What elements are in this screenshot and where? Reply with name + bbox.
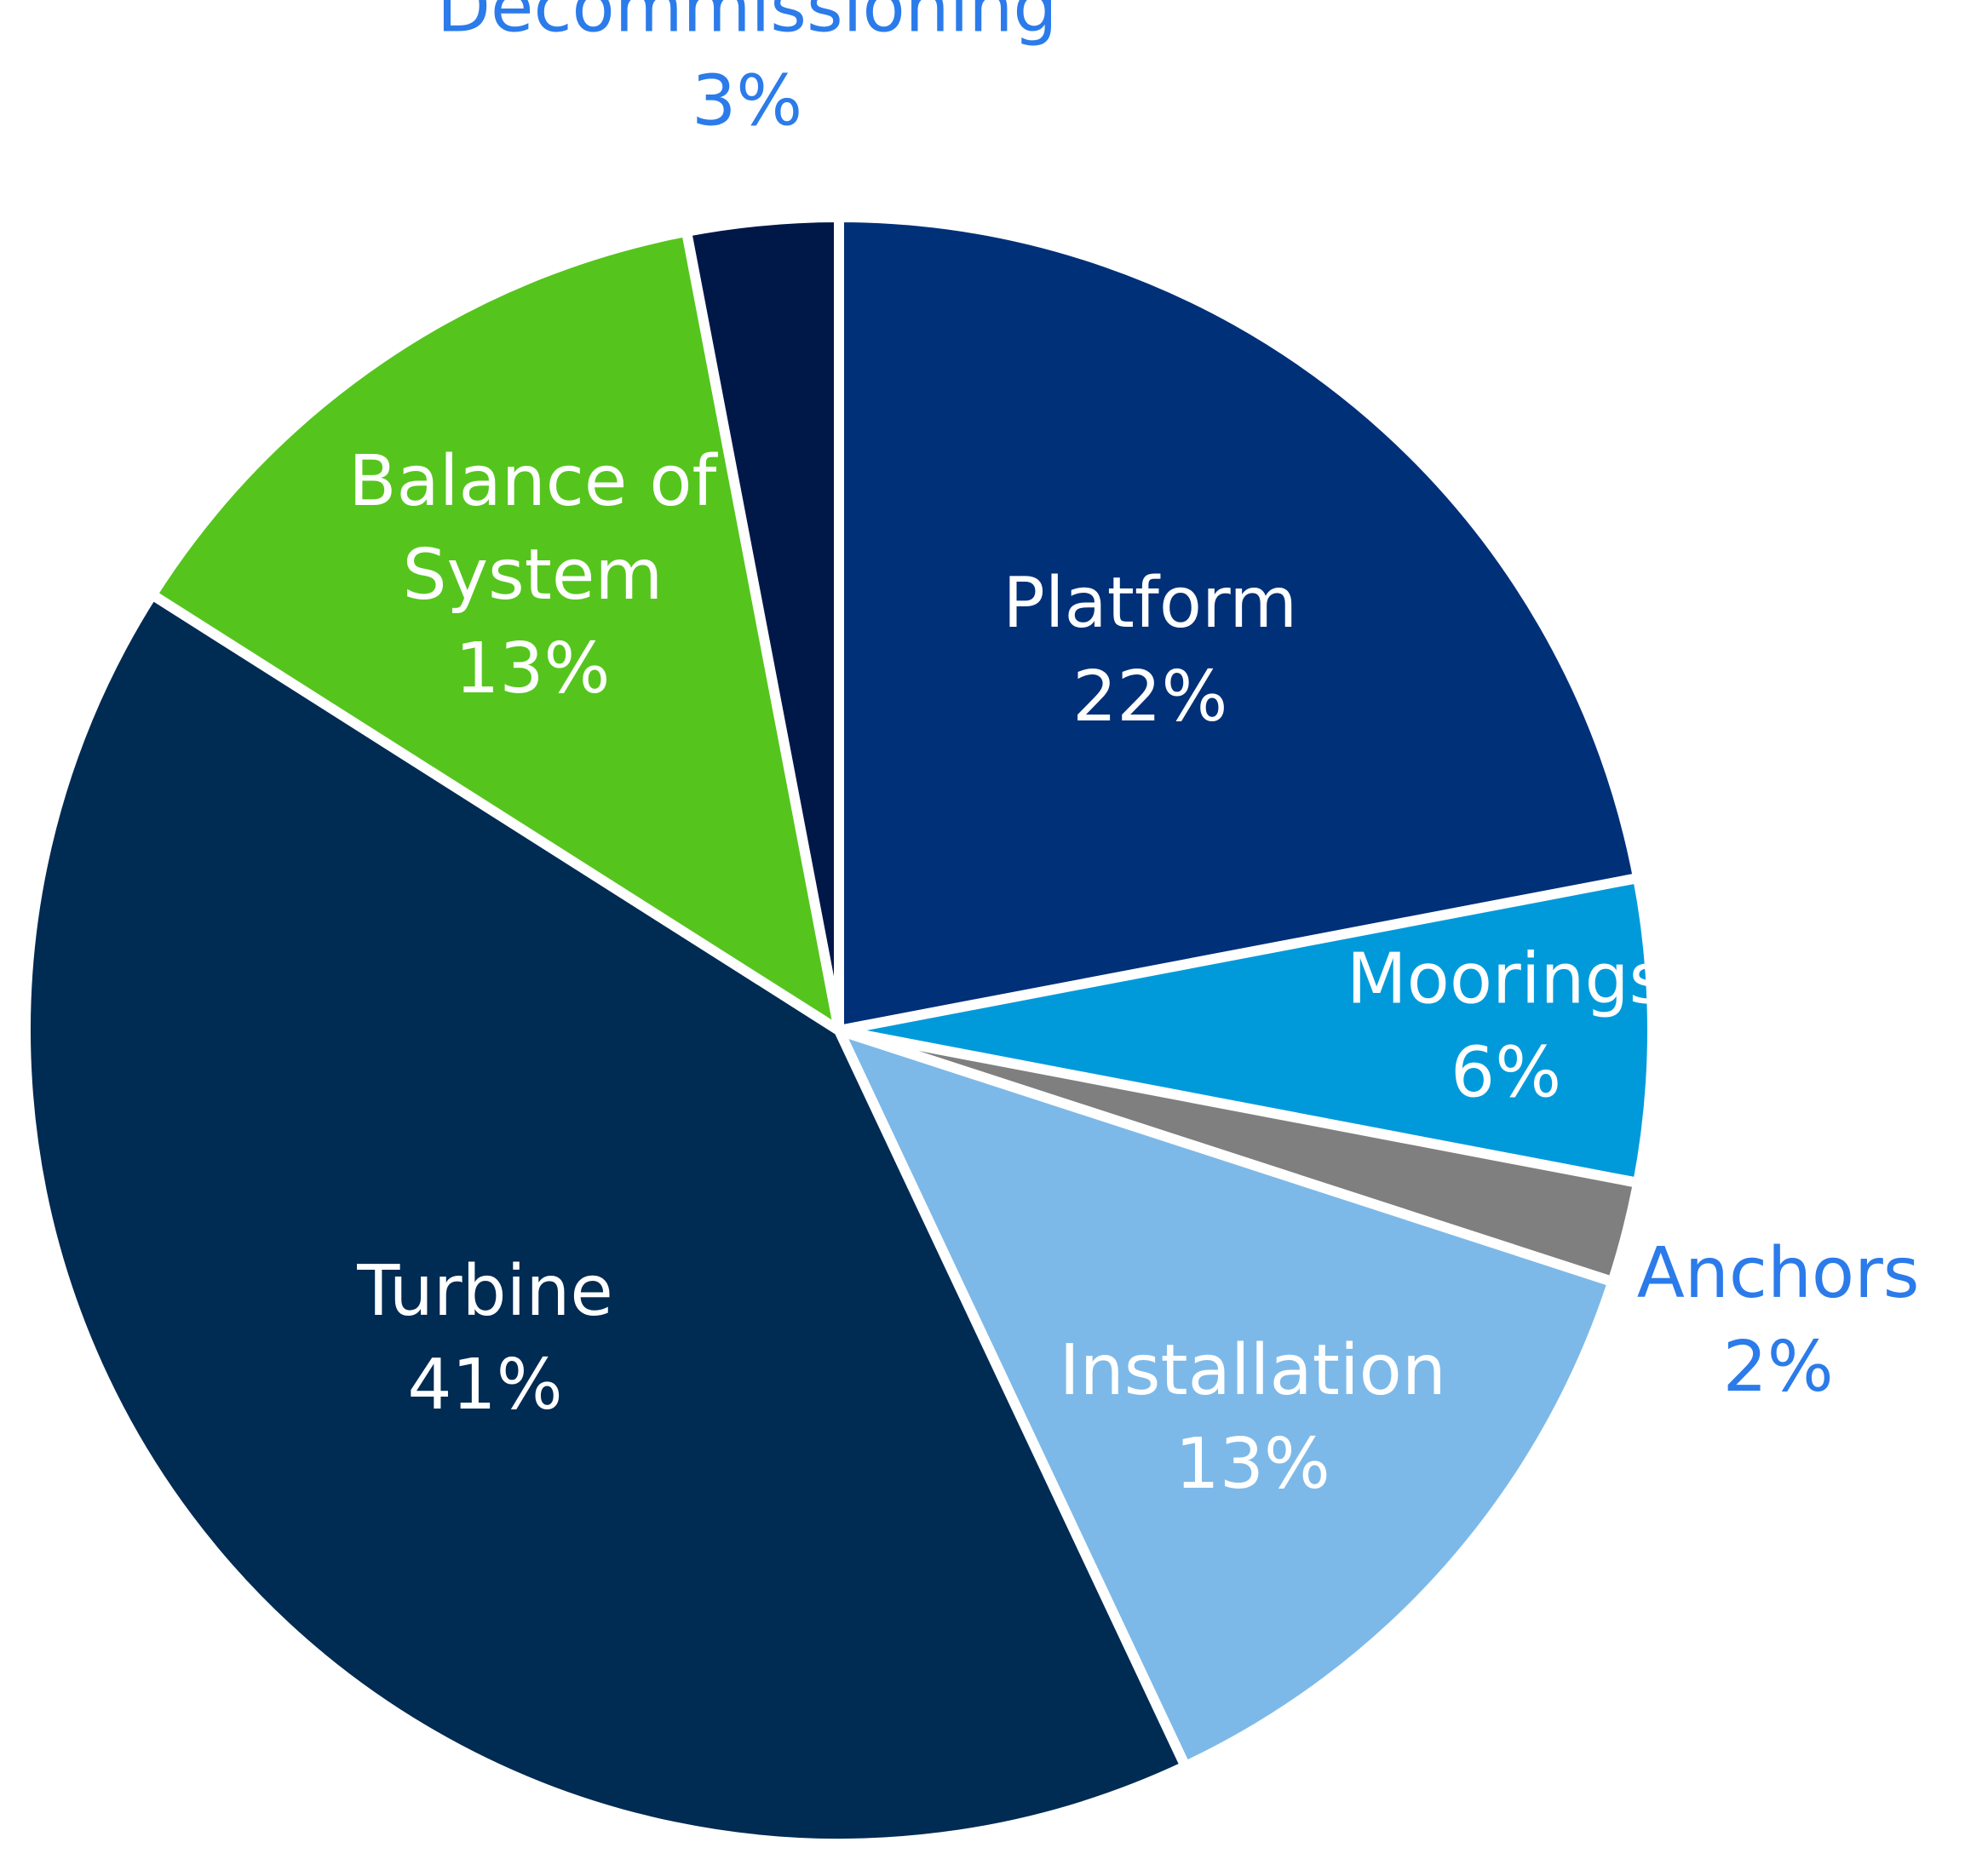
pie-label-balance-of-system-line-1: Balance of (348, 441, 718, 522)
pie-slices (20, 211, 1658, 1849)
pie-label-balance-of-system-line-2: System (402, 535, 663, 616)
pie-slice-turbine (20, 587, 1192, 1849)
pie-labels: Platform 22% Moorings 6% Anchors 2% Installati… (348, 0, 1919, 1505)
pie-value-label-balance-of-system: 13% (455, 628, 610, 709)
pie-label-platform: Platform (1003, 563, 1297, 644)
pie-slice-installation (829, 1022, 1619, 1774)
pie-label-anchors: Anchors (1637, 1233, 1920, 1314)
pie-label-turbine: Turbine (356, 1251, 613, 1332)
pie-label-decommissioning: Decommissioning (437, 0, 1058, 49)
pie-value-label-anchors: 2% (1723, 1327, 1834, 1408)
pie-value-label-moorings: 6% (1451, 1032, 1561, 1113)
pie-slice-decommissioning (681, 211, 844, 1032)
pie-slice-balance-of-system (145, 225, 847, 1042)
pie-label-moorings: Moorings (1347, 938, 1665, 1019)
pie-value-label-platform: 22% (1072, 657, 1227, 737)
pie-value-label-decommissioning: 3% (692, 61, 802, 142)
pie-value-label-turbine: 41% (407, 1345, 562, 1426)
pie-slice-moorings (837, 872, 1658, 1189)
pie-value-label-installation: 13% (1175, 1424, 1330, 1505)
pie-slice-platform (834, 211, 1645, 1037)
pie-label-installation: Installation (1060, 1330, 1446, 1411)
